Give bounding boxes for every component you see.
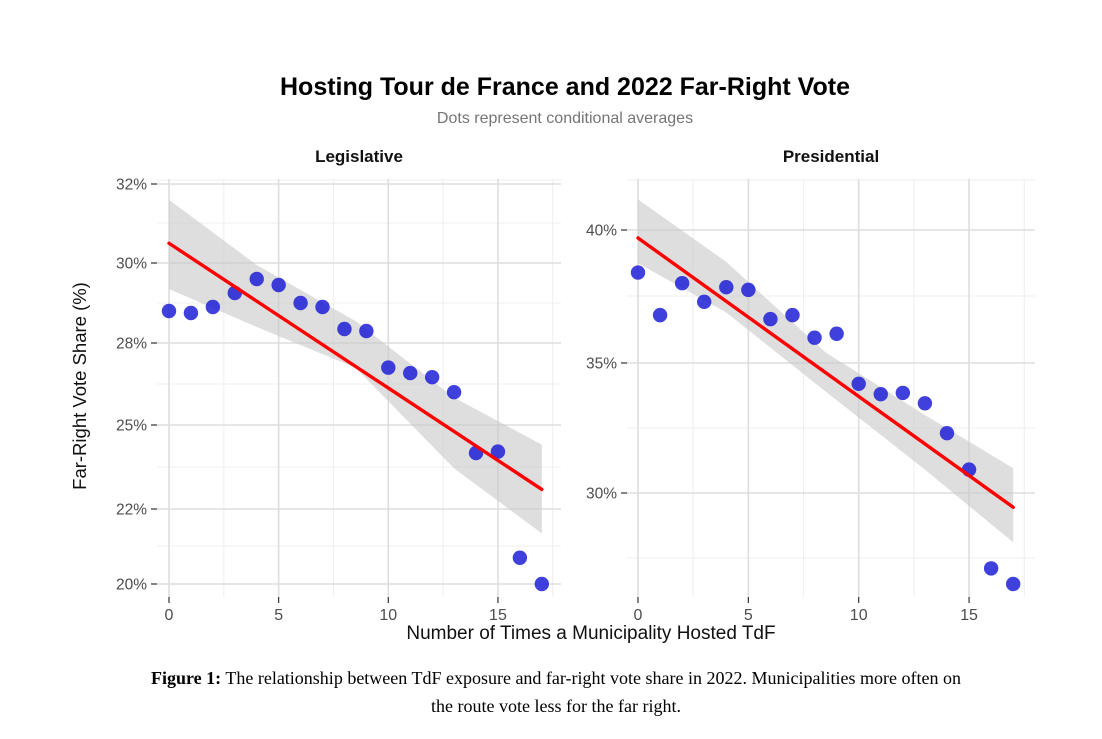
- data-point: [630, 265, 646, 280]
- figure-caption: Figure 1: The relationship between TdF e…: [0, 664, 1102, 720]
- data-point: [697, 294, 712, 310]
- x-tick-label: 10: [379, 607, 397, 624]
- data-point: [1005, 576, 1021, 592]
- y-axis-title: Far-Right Vote Share (%): [69, 282, 90, 490]
- y-tick-label: 32%: [116, 177, 147, 194]
- data-point: [534, 576, 550, 592]
- trend-line: [636, 236, 1015, 509]
- data-point: [785, 307, 800, 323]
- data-point: [293, 295, 308, 311]
- data-point: [381, 360, 396, 375]
- data-point: [183, 305, 199, 321]
- figure-caption-line1: The relationship between TdF exposure an…: [221, 668, 961, 688]
- panel-presidential: 40% 35% 30% 0 5 10 15: [586, 179, 1035, 624]
- y-tick-label: 28%: [116, 336, 147, 353]
- y-tick-label: 35%: [586, 356, 617, 373]
- data-point: [359, 323, 374, 339]
- x-axis-title: Number of Times a Municipality Hosted Td…: [406, 623, 776, 644]
- data-point: [249, 271, 264, 287]
- data-point: [807, 330, 822, 345]
- data-point: [315, 299, 330, 315]
- data-point: [829, 326, 844, 341]
- facet-strip-legislative: Legislative: [315, 147, 403, 166]
- data-point: [403, 365, 418, 381]
- trend-line: [167, 241, 544, 492]
- data-point: [652, 307, 668, 323]
- data-point: [205, 299, 221, 315]
- y-tick-label: 30%: [116, 256, 147, 273]
- panel-legislative: 32% 30% 28% 25% 22% 20% 0 5 10 15: [116, 177, 561, 624]
- data-point: [337, 321, 352, 337]
- x-tick-label: 15: [489, 607, 507, 624]
- chart-title: Hosting Tour de France and 2022 Far-Righ…: [280, 73, 850, 101]
- data-point: [271, 277, 286, 293]
- data-point: [873, 387, 888, 402]
- y-tick-label: 22%: [116, 502, 147, 519]
- x-tick-label: 0: [634, 607, 643, 624]
- x-tick-label: 10: [850, 607, 868, 624]
- data-point: [490, 444, 506, 459]
- chart-subtitle: Dots represent conditional averages: [436, 110, 694, 127]
- data-point: [719, 279, 734, 295]
- data-point: [917, 396, 933, 411]
- data-point: [983, 561, 999, 576]
- data-point: [512, 550, 528, 565]
- facet-strip-presidential: Presidential: [782, 147, 880, 166]
- data-point: [741, 282, 756, 298]
- data-point: [446, 385, 462, 400]
- data-point: [763, 311, 778, 327]
- y-tick-label: 30%: [586, 486, 617, 503]
- data-point: [161, 303, 177, 319]
- data-point: [424, 369, 440, 385]
- data-point: [939, 426, 955, 441]
- x-tick-label: 5: [744, 607, 753, 624]
- figure-caption-line2: the route vote less for the far right.: [431, 696, 681, 716]
- x-tick-label: 5: [274, 607, 283, 624]
- x-tick-label: 0: [165, 607, 174, 624]
- x-tick-label: 15: [960, 607, 978, 624]
- figure-caption-prefix: Figure 1:: [151, 668, 222, 688]
- y-tick-label: 40%: [586, 223, 617, 240]
- data-point: [851, 376, 866, 391]
- y-tick-label: 25%: [116, 418, 147, 435]
- data-point: [674, 276, 690, 291]
- y-tick-label: 20%: [116, 577, 147, 594]
- data-point: [895, 385, 911, 401]
